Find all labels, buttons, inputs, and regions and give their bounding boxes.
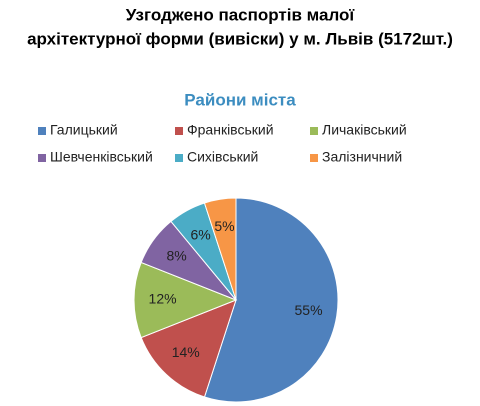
- legend-label: Шевченківський: [50, 149, 153, 165]
- legend-swatch: [310, 127, 318, 135]
- chart-title: архітектурної форми (вивіски) у м. Львів…: [27, 29, 453, 48]
- legend-swatch: [175, 127, 183, 135]
- legend-label: Залізничний: [322, 149, 402, 165]
- legend-swatch: [175, 154, 183, 162]
- pie-slice: [203, 197, 339, 403]
- chart-title: Узгоджено паспортів малої: [126, 5, 356, 24]
- pie-slice: [203, 197, 237, 301]
- legend-swatch: [38, 127, 46, 135]
- chart-subtitle: Райони міста: [184, 90, 296, 109]
- data-label: 5%: [214, 218, 234, 234]
- data-label: 6%: [191, 226, 211, 242]
- pie-slice: [140, 299, 237, 398]
- legend-label: Личаківський: [322, 122, 407, 138]
- legend-swatch: [38, 154, 46, 162]
- data-label: 14%: [172, 344, 200, 360]
- data-label: 8%: [166, 248, 186, 264]
- data-label: 55%: [295, 302, 323, 318]
- pie-slice: [133, 261, 238, 339]
- legend-swatch: [310, 154, 318, 162]
- legend-label: Франківський: [187, 122, 274, 138]
- legend-label: Галицький: [50, 122, 118, 138]
- legend-label: Сихівський: [187, 149, 258, 165]
- data-label: 12%: [149, 291, 177, 307]
